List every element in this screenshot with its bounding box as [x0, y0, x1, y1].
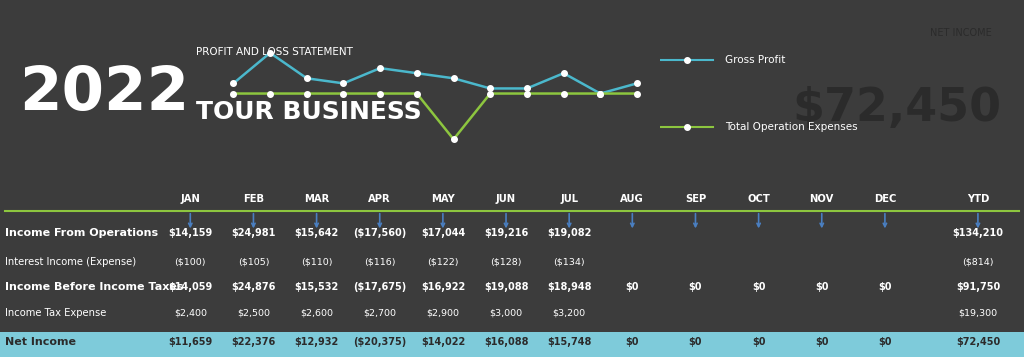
Text: $3,000: $3,000: [489, 308, 522, 317]
Text: Gross Profit: Gross Profit: [725, 55, 785, 65]
Text: 2022: 2022: [19, 64, 189, 123]
Text: NOV: NOV: [810, 194, 834, 204]
Text: $14,159: $14,159: [168, 228, 212, 238]
Text: NET INCOME: NET INCOME: [930, 28, 992, 38]
Text: $14,059: $14,059: [168, 282, 212, 292]
Text: ($128): ($128): [490, 257, 522, 266]
Text: SEP: SEP: [685, 194, 707, 204]
Text: Net Income: Net Income: [5, 337, 76, 347]
Text: ($17,560): ($17,560): [353, 228, 407, 238]
Text: $0: $0: [626, 282, 639, 292]
Text: Income Tax Expense: Income Tax Expense: [5, 308, 106, 318]
Text: ($110): ($110): [301, 257, 333, 266]
Text: $72,450: $72,450: [955, 337, 1000, 347]
Text: ($814): ($814): [963, 257, 993, 266]
Text: ($116): ($116): [364, 257, 395, 266]
Text: $24,876: $24,876: [231, 282, 275, 292]
Text: JAN: JAN: [180, 194, 201, 204]
Text: $2,500: $2,500: [237, 308, 270, 317]
Text: $2,400: $2,400: [174, 308, 207, 317]
Text: MAY: MAY: [431, 194, 455, 204]
Text: $0: $0: [689, 282, 702, 292]
Text: DEC: DEC: [873, 194, 896, 204]
Text: $2,600: $2,600: [300, 308, 333, 317]
Text: $0: $0: [689, 337, 702, 347]
Text: $24,981: $24,981: [231, 228, 275, 238]
Text: $72,450: $72,450: [792, 86, 1001, 131]
Text: $14,022: $14,022: [421, 337, 465, 347]
Text: $0: $0: [879, 337, 892, 347]
Text: $15,642: $15,642: [295, 228, 339, 238]
Text: $0: $0: [626, 337, 639, 347]
Text: ($134): ($134): [553, 257, 585, 266]
Text: $18,948: $18,948: [547, 282, 592, 292]
Text: Interest Income (Expense): Interest Income (Expense): [5, 257, 136, 267]
Text: $12,932: $12,932: [295, 337, 339, 347]
Text: $16,088: $16,088: [483, 337, 528, 347]
Text: $19,082: $19,082: [547, 228, 592, 238]
Text: $0: $0: [752, 337, 765, 347]
Text: ($122): ($122): [427, 257, 459, 266]
Text: $19,088: $19,088: [483, 282, 528, 292]
Text: Income From Operations: Income From Operations: [5, 228, 159, 238]
Text: ($105): ($105): [238, 257, 269, 266]
Text: APR: APR: [369, 194, 391, 204]
Text: YTD: YTD: [967, 194, 989, 204]
Text: $2,900: $2,900: [426, 308, 460, 317]
Text: $0: $0: [815, 282, 828, 292]
Text: $17,044: $17,044: [421, 228, 465, 238]
Text: AUG: AUG: [621, 194, 644, 204]
Text: JUL: JUL: [560, 194, 579, 204]
Text: MAR: MAR: [304, 194, 329, 204]
Text: FEB: FEB: [243, 194, 264, 204]
Text: ($20,375): ($20,375): [353, 337, 407, 347]
Text: $0: $0: [752, 282, 765, 292]
Text: $134,210: $134,210: [952, 228, 1004, 238]
Text: PROFIT AND LOSS STATEMENT: PROFIT AND LOSS STATEMENT: [196, 47, 352, 57]
Text: $19,216: $19,216: [484, 228, 528, 238]
Text: ($17,675): ($17,675): [353, 282, 407, 292]
Text: $0: $0: [815, 337, 828, 347]
Text: $3,200: $3,200: [553, 308, 586, 317]
Text: $16,922: $16,922: [421, 282, 465, 292]
Text: Income Before Income Taxes: Income Before Income Taxes: [5, 282, 183, 292]
Text: $11,659: $11,659: [168, 337, 212, 347]
Text: Total Operation Expenses: Total Operation Expenses: [725, 122, 857, 132]
Text: $0: $0: [879, 282, 892, 292]
Text: $2,700: $2,700: [364, 308, 396, 317]
Text: ($100): ($100): [174, 257, 206, 266]
Text: $15,748: $15,748: [547, 337, 592, 347]
Text: $15,532: $15,532: [295, 282, 339, 292]
Text: TOUR BUSINESS: TOUR BUSINESS: [196, 100, 421, 124]
Text: $22,376: $22,376: [231, 337, 275, 347]
FancyBboxPatch shape: [0, 332, 1024, 357]
Text: $19,300: $19,300: [958, 308, 997, 317]
Text: $91,750: $91,750: [955, 282, 1000, 292]
Text: JUN: JUN: [496, 194, 516, 204]
Text: OCT: OCT: [748, 194, 770, 204]
